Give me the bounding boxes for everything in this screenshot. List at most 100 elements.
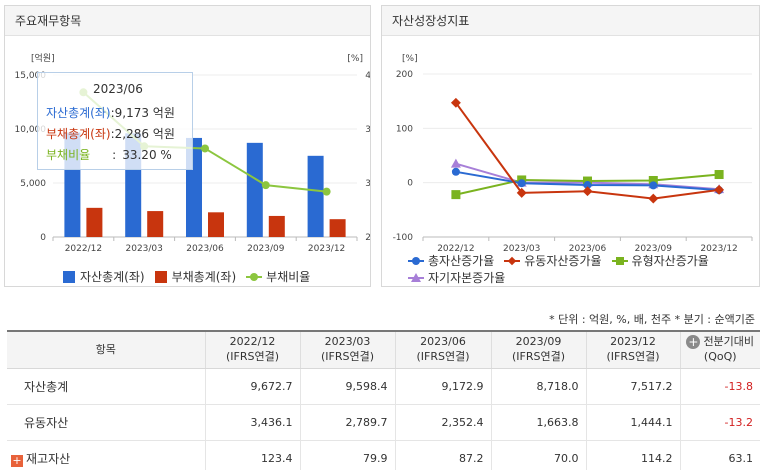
series-point [714, 170, 724, 180]
legend-debt-ratio[interactable]: 부채비율 [246, 268, 310, 285]
series-point [517, 179, 526, 188]
y-right-tick-label: 40 [365, 71, 370, 81]
tooltip-value: 9,173 억원 [114, 106, 175, 120]
legend-equity-growth[interactable]: 자기자본증가율 [408, 269, 505, 286]
x-tick-label: 2023/06 [186, 244, 224, 254]
x-tick-label: 2023/03 [503, 244, 540, 254]
x-tick-label: 2023/09 [247, 244, 285, 254]
legend-total-asset-growth[interactable]: 총자산증가율 [408, 252, 494, 269]
y-left-tick-label: 5,000 [20, 179, 46, 189]
legend-total-assets[interactable]: 자산총계(좌) [63, 268, 145, 285]
tooltip-sep: : [110, 106, 115, 120]
table-row: 유동자산 3,436.1 2,789.7 2,352.4 1,663.8 1,4… [7, 404, 760, 441]
cell: 114.2 [585, 440, 680, 470]
header-label: 전분기대비 [703, 335, 755, 349]
legend-tangible-asset-growth[interactable]: 유형자산증가율 [611, 252, 709, 269]
legend-line-swatch [246, 271, 263, 283]
asset-growth-chart: [%] -100 0 100 200 2022/12 2023/03 2023/06 2023/… [393, 54, 753, 254]
y-tick-label: 100 [396, 124, 413, 134]
legend-line-swatch [611, 255, 628, 267]
cell: 1,663.8 [490, 404, 586, 441]
cell: 2,789.7 [299, 404, 395, 441]
y-left-tick-label: 15,000 [15, 71, 47, 81]
financial-table: 항목 2022/12 (IFRS연결) 2023/03 (IFRS연결) 2023/… [7, 330, 760, 470]
header-period: 2022/12 (IFRS연결) [204, 330, 300, 369]
unit-note: * 단위 : 억원, %, 배, 천주 * 분기 : 순액기준 [549, 313, 755, 326]
header-period: 2023/09 (IFRS연결) [490, 330, 586, 369]
key-financials-title: 주요재무항목 [5, 6, 370, 36]
header-label: 2023/12 [610, 335, 656, 349]
x-tick-label: 2023/03 [126, 244, 163, 254]
tooltip-row-liabilities: 부채총계(좌):2,286 억원 [46, 125, 175, 142]
tooltip-label: 자산총계(좌) [46, 106, 111, 120]
cell: 79.9 [299, 440, 395, 470]
series-point [648, 175, 658, 185]
legend-label: 총자산증가율 [428, 254, 495, 268]
tooltip-period: 2023/06 [93, 82, 143, 96]
expand-plus-icon[interactable]: + [11, 453, 23, 467]
x-tick-label: 2022/12 [65, 244, 102, 254]
header-period: 2023/06 (IFRS연결) [394, 330, 491, 369]
bar-total-assets [246, 142, 263, 237]
header-sublabel: (IFRS연결) [225, 349, 280, 363]
series-point [649, 181, 658, 190]
table-row: 자산총계 9,672.7 9,598.4 9,172.9 8,718.0 7,5… [7, 368, 760, 405]
cell: 123.4 [204, 440, 300, 470]
cell: 2,352.4 [394, 404, 491, 441]
row-label: 유동자산 [7, 404, 205, 441]
row-label-text: 재고자산 [26, 451, 71, 466]
header-label: 2023/06 [420, 335, 466, 349]
legend-label: 부채총계(좌) [171, 270, 237, 284]
debt-ratio-point [322, 187, 331, 196]
header-period: 2023/03 (IFRS연결) [299, 330, 395, 369]
y-tick-label: -100 [393, 233, 414, 243]
tooltip-label: 부채비율 [46, 148, 91, 162]
header-label: 2022/12 [229, 335, 276, 349]
header-label: 항목 [95, 342, 116, 356]
tooltip-value: 2,286 억원 [114, 127, 175, 141]
bar-total-liabilities [86, 207, 103, 237]
x-tick-label: 2023/06 [569, 244, 607, 254]
expand-columns-icon[interactable]: + [686, 335, 701, 350]
table-row: + 재고자산 123.4 79.9 87.2 70.0 114.2 63.1 [7, 440, 760, 470]
y-unit: [%] [402, 54, 418, 64]
qoq-cell: -13.2 [679, 404, 760, 441]
legend-label: 자산총계(좌) [80, 270, 145, 284]
series-point [451, 167, 460, 176]
series-point [583, 176, 592, 186]
cell: 9,672.7 [204, 368, 300, 405]
chart-tooltip: 2023/06 자산총계(좌):9,173 억원 부채총계(좌):2,286 억… [37, 72, 193, 170]
series-point [714, 184, 725, 195]
header-item: 항목 [7, 330, 205, 369]
legend-bar-swatch [63, 270, 75, 283]
legend-line-swatch [504, 255, 521, 267]
bar-total-liabilities [147, 211, 164, 237]
y-left-tick-label: 0 [40, 233, 46, 243]
y-tick-label: 0 [407, 179, 413, 189]
cell: 9,172.9 [394, 368, 491, 405]
legend-current-asset-growth[interactable]: 유동자산증가율 [504, 252, 602, 269]
header-label: 2023/03 [324, 335, 371, 349]
debt-ratio-point [261, 181, 270, 190]
x-tick-label: 2023/12 [308, 244, 345, 254]
asset-growth-legend-row2: 자기자본증가율 [408, 269, 515, 286]
header-sublabel: (IFRS연결) [320, 349, 375, 363]
cell: 3,436.1 [204, 404, 300, 441]
header-sublabel: (IFRS연결) [606, 349, 660, 363]
legend-label: 유동자산증가율 [524, 254, 602, 268]
series-point [582, 186, 593, 197]
header-label: 2023/09 [515, 335, 562, 349]
key-financials-legend: 자산총계(좌) 부채총계(좌) 부채비율 [63, 268, 320, 285]
header-sublabel: (QoQ) [703, 349, 737, 363]
legend-bar-swatch [154, 270, 167, 283]
series-point [583, 181, 592, 190]
legend-total-liabilities[interactable]: 부채총계(좌) [154, 268, 237, 285]
tooltip-sep: : [112, 148, 117, 162]
bar-total-liabilities [208, 212, 224, 237]
x-tick-label: 2023/09 [635, 244, 673, 254]
legend-label: 유형자산증가율 [631, 254, 709, 268]
qoq-cell: -13.8 [679, 368, 760, 405]
row-label-expandable[interactable]: + 재고자산 [7, 440, 205, 470]
x-tick-label: 2022/12 [437, 244, 474, 254]
header-period: 2023/12 (IFRS연결) [585, 330, 680, 369]
